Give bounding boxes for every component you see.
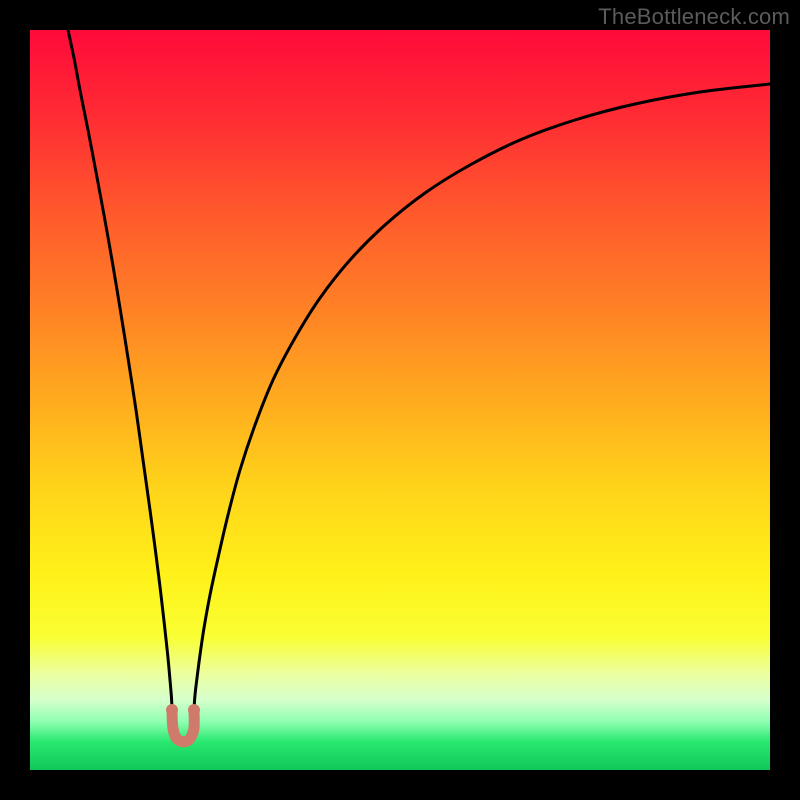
- plot-area: [30, 30, 770, 770]
- chart-container: TheBottleneck.com: [0, 0, 800, 800]
- bottleneck-curve-left: [68, 30, 172, 710]
- curves-layer: [30, 30, 770, 770]
- trough-endpoints: [166, 704, 200, 716]
- bottleneck-curve-right: [194, 84, 770, 710]
- watermark-text: TheBottleneck.com: [598, 4, 790, 30]
